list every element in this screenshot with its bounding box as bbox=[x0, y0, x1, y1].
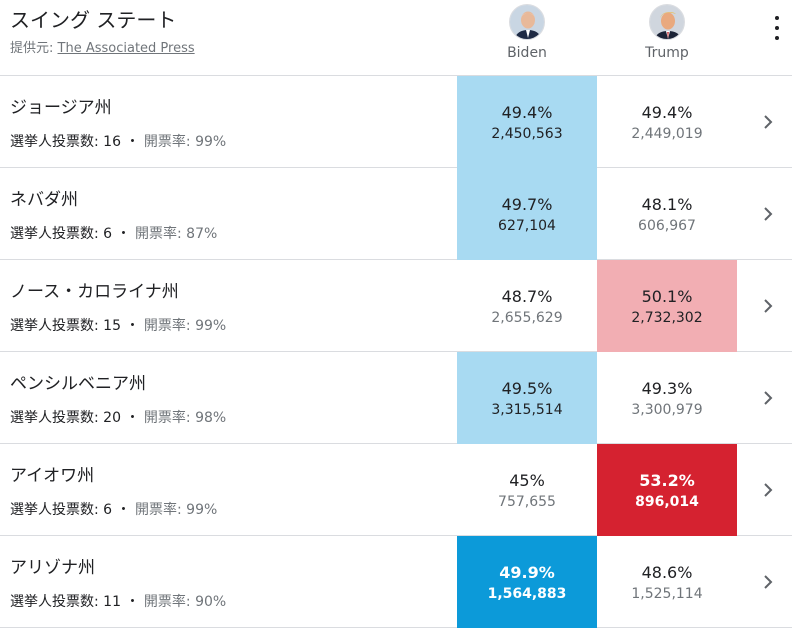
trump-votes: 2,449,019 bbox=[631, 125, 703, 142]
trump-result: 49.3% 3,300,979 bbox=[597, 352, 737, 444]
source-link[interactable]: The Associated Press bbox=[57, 41, 195, 56]
biden-result: 45% 757,655 bbox=[457, 444, 597, 536]
trump-result: 50.1% 2,732,302 bbox=[597, 260, 737, 352]
biden-result: 49.4% 2,450,563 bbox=[457, 76, 597, 168]
trump-votes: 2,732,302 bbox=[631, 309, 703, 326]
trump-votes: 606,967 bbox=[638, 217, 696, 234]
electoral-votes: 20 bbox=[103, 410, 121, 426]
reporting-rate: 99% bbox=[195, 134, 227, 150]
trump-percent: 49.3% bbox=[641, 378, 693, 398]
trump-percent: 50.1% bbox=[641, 286, 693, 306]
page-title: スイング ステート bbox=[10, 8, 177, 32]
trump-percent: 49.4% bbox=[641, 102, 693, 122]
state-name: ジョージア州 bbox=[10, 98, 112, 118]
state-row-georgia[interactable]: ジョージア州 選挙人投票数: 16 ・ 開票率: 99% 49.4% 2,450… bbox=[0, 76, 792, 168]
biden-result: 48.7% 2,655,629 bbox=[457, 260, 597, 352]
state-row-iowa[interactable]: アイオワ州 選挙人投票数: 6 ・ 開票率: 99% 45% 757,655 5… bbox=[0, 444, 792, 536]
chevron-right-icon[interactable] bbox=[760, 206, 776, 222]
state-name: ノース・カロライナ州 bbox=[10, 282, 179, 302]
trump-result: 53.2% 896,014 bbox=[597, 444, 737, 536]
chevron-right-icon[interactable] bbox=[760, 390, 776, 406]
results-header: スイング ステート 提供元: The Associated Press Bide… bbox=[0, 0, 792, 76]
chevron-right-icon[interactable] bbox=[760, 298, 776, 314]
trump-votes: 896,014 bbox=[635, 493, 699, 510]
source-attribution: 提供元: The Associated Press bbox=[10, 37, 195, 56]
state-meta: 選挙人投票数: 11 ・ 開票率: 90% bbox=[10, 594, 227, 610]
state-meta: 選挙人投票数: 15 ・ 開票率: 99% bbox=[10, 318, 227, 334]
biden-result: 49.5% 3,315,514 bbox=[457, 352, 597, 444]
biden-votes: 1,564,883 bbox=[487, 585, 567, 602]
biden-votes: 2,655,629 bbox=[491, 309, 563, 326]
trump-result: 48.6% 1,525,114 bbox=[597, 536, 737, 628]
biden-votes: 757,655 bbox=[498, 493, 556, 510]
chevron-right-icon[interactable] bbox=[760, 482, 776, 498]
state-meta: 選挙人投票数: 6 ・ 開票率: 99% bbox=[10, 502, 218, 518]
trump-votes: 3,300,979 bbox=[631, 401, 703, 418]
state-meta: 選挙人投票数: 6 ・ 開票率: 87% bbox=[10, 226, 218, 242]
trump-votes: 1,525,114 bbox=[631, 585, 703, 602]
biden-votes: 2,450,563 bbox=[491, 125, 563, 142]
reporting-rate: 90% bbox=[195, 594, 227, 610]
electoral-votes: 6 bbox=[103, 226, 113, 242]
source-label: 提供元: bbox=[10, 41, 58, 56]
reporting-rate: 99% bbox=[195, 318, 227, 334]
biden-votes: 3,315,514 bbox=[491, 401, 563, 418]
trump-percent: 48.6% bbox=[641, 562, 693, 582]
electoral-votes: 11 bbox=[103, 594, 121, 610]
state-name: アイオワ州 bbox=[10, 466, 95, 486]
reporting-rate: 99% bbox=[186, 502, 218, 518]
state-name: アリゾナ州 bbox=[10, 558, 95, 578]
biden-result: 49.9% 1,564,883 bbox=[457, 536, 597, 628]
biden-name: Biden bbox=[507, 45, 547, 61]
biden-percent: 45% bbox=[509, 470, 545, 490]
more-options-icon[interactable] bbox=[770, 16, 784, 40]
state-meta: 選挙人投票数: 16 ・ 開票率: 99% bbox=[10, 134, 227, 150]
biden-percent: 49.5% bbox=[501, 378, 553, 398]
biden-percent: 48.7% bbox=[501, 286, 553, 306]
trump-name: Trump bbox=[645, 45, 689, 61]
biden-percent: 49.9% bbox=[499, 562, 555, 582]
biden-votes: 627,104 bbox=[498, 217, 556, 234]
electoral-votes: 15 bbox=[103, 318, 121, 334]
biden-result: 49.7% 627,104 bbox=[457, 168, 597, 260]
electoral-votes: 6 bbox=[103, 502, 113, 518]
state-row-arizona[interactable]: アリゾナ州 選挙人投票数: 11 ・ 開票率: 90% 49.9% 1,564,… bbox=[0, 536, 792, 628]
biden-percent: 49.7% bbox=[501, 194, 553, 214]
chevron-right-icon[interactable] bbox=[760, 114, 776, 130]
state-row-nevada[interactable]: ネバダ州 選挙人投票数: 6 ・ 開票率: 87% 49.7% 627,104 … bbox=[0, 168, 792, 260]
trump-result: 49.4% 2,449,019 bbox=[597, 76, 737, 168]
trump-avatar bbox=[649, 4, 685, 40]
trump-percent: 53.2% bbox=[639, 470, 695, 490]
trump-percent: 48.1% bbox=[641, 194, 693, 214]
state-name: ペンシルベニア州 bbox=[10, 374, 146, 394]
state-name: ネバダ州 bbox=[10, 190, 78, 210]
candidate-biden-header: Biden bbox=[457, 4, 597, 61]
candidate-trump-header: Trump bbox=[597, 4, 737, 61]
chevron-right-icon[interactable] bbox=[760, 574, 776, 590]
biden-percent: 49.4% bbox=[501, 102, 553, 122]
trump-result: 48.1% 606,967 bbox=[597, 168, 737, 260]
biden-avatar bbox=[509, 4, 545, 40]
state-row-pennsylvania[interactable]: ペンシルベニア州 選挙人投票数: 20 ・ 開票率: 98% 49.5% 3,3… bbox=[0, 352, 792, 444]
state-meta: 選挙人投票数: 20 ・ 開票率: 98% bbox=[10, 410, 227, 426]
reporting-rate: 98% bbox=[195, 410, 227, 426]
electoral-votes: 16 bbox=[103, 134, 121, 150]
reporting-rate: 87% bbox=[186, 226, 218, 242]
state-row-north-carolina[interactable]: ノース・カロライナ州 選挙人投票数: 15 ・ 開票率: 99% 48.7% 2… bbox=[0, 260, 792, 352]
